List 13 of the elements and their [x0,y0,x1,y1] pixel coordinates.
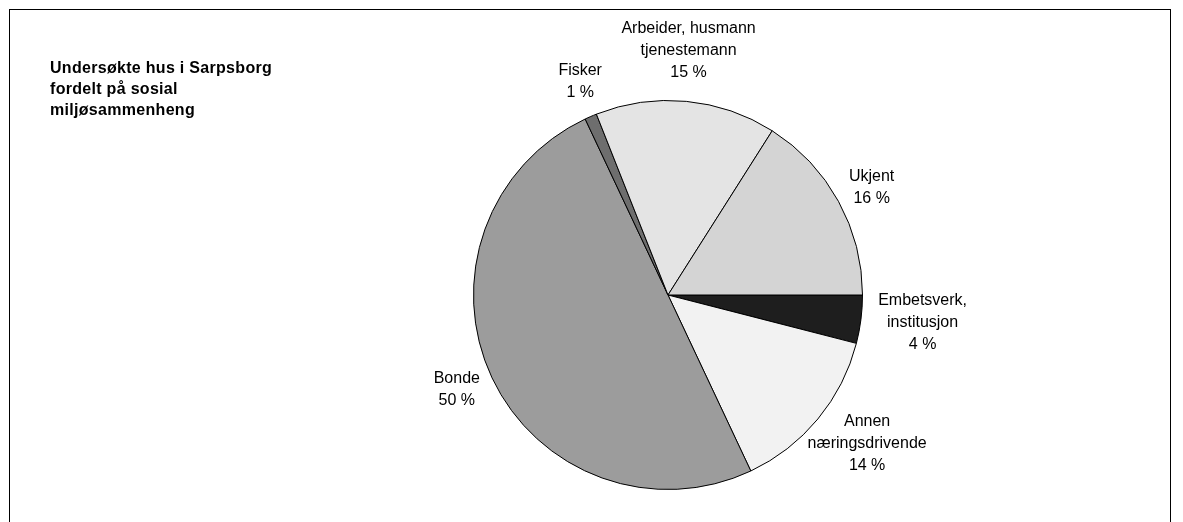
data-label: 1 % [566,82,594,100]
data-label: 15 % [670,63,707,81]
slice-label: Arbeider, husmann tjenestemann [621,19,756,59]
slice-label: Fisker [558,60,603,78]
slice-label: Embetsverk, institusjon [878,290,968,330]
data-label: 14 % [848,456,886,474]
slice-label: Bonde [433,368,481,386]
slice-label: Ukjent [848,166,895,184]
slice-label: Annen næringsdrivende [807,412,927,452]
data-label: 4 % [908,334,937,352]
data-label: 50 % [438,390,476,408]
data-label: 16 % [853,188,890,206]
text: Undersøkte hus i Sarpsborg fordelt på sosial miljøsammenheng [50,58,274,120]
